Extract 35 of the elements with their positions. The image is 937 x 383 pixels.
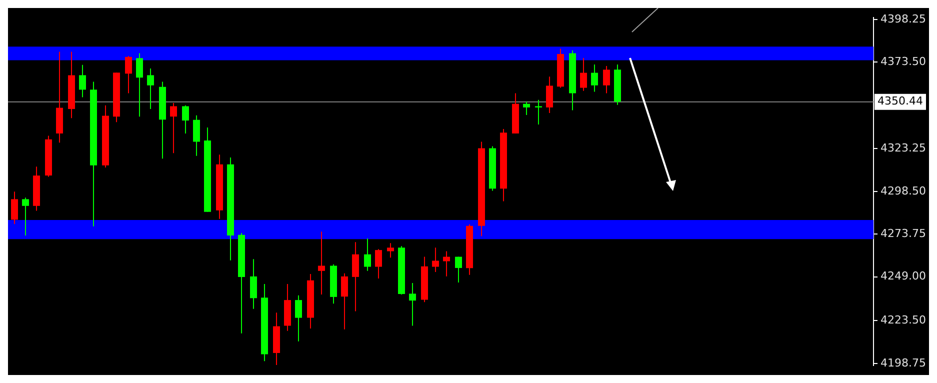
y-tick-label: 4373.50 xyxy=(880,54,926,68)
y-tick-label: 4298.50 xyxy=(880,184,926,198)
candlestick xyxy=(546,76,553,114)
candlestick xyxy=(603,66,610,94)
candlestick xyxy=(136,52,143,118)
candlestick xyxy=(125,56,132,94)
candlestick xyxy=(11,191,18,225)
y-tick-label: 4198.75 xyxy=(880,356,926,370)
candlestick xyxy=(352,242,359,312)
candlestick xyxy=(193,114,200,156)
candlestick xyxy=(22,197,29,236)
y-tick-label: 4223.50 xyxy=(880,314,926,327)
candlestick xyxy=(170,102,177,154)
candlestick xyxy=(580,57,587,92)
candlestick xyxy=(535,99,542,126)
candlestick xyxy=(523,101,530,116)
candlestick xyxy=(455,256,462,283)
y-tick-label: 4323.25 xyxy=(880,142,926,155)
ref-line-label: 4350.44 xyxy=(878,94,924,108)
candlestick xyxy=(387,242,394,258)
candlestick xyxy=(432,247,439,272)
candlestick xyxy=(341,272,348,330)
y-tick-label: 4398.25 xyxy=(880,12,926,26)
candlestick xyxy=(147,68,154,110)
candlestick xyxy=(295,294,302,342)
candlestick xyxy=(375,248,382,279)
candlestick xyxy=(79,64,86,98)
candlestick xyxy=(250,258,257,310)
candlestick xyxy=(318,231,325,296)
candlestick xyxy=(409,282,416,326)
candlestick xyxy=(364,238,371,272)
candlestick xyxy=(182,104,189,134)
y-tick-label: 4273.75 xyxy=(880,226,926,240)
candlestick xyxy=(591,64,598,92)
y-tick-label: 4249.00 xyxy=(880,270,926,283)
